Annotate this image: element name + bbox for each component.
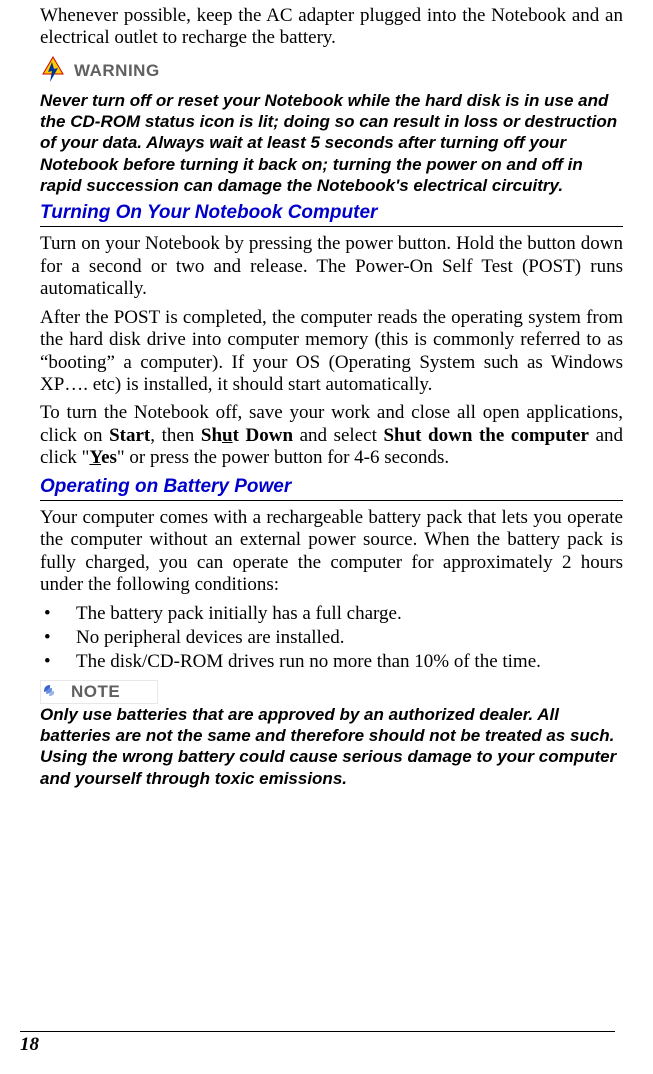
p3-mid2: and select — [293, 425, 383, 446]
warning-callout: WARNING — [40, 56, 623, 86]
note-label: NOTE — [71, 682, 120, 702]
intro-paragraph: Whenever possible, keep the AC adapter p… — [40, 5, 623, 50]
battery-p1: Your computer comes with a rechargeable … — [40, 507, 623, 597]
document-page: Whenever possible, keep the AC adapter p… — [0, 0, 653, 1074]
p3-start: Start — [109, 425, 150, 446]
turning-on-p1: Turn on your Notebook by pressing the po… — [40, 233, 623, 300]
warning-label: WARNING — [74, 61, 160, 81]
p3-yes-y: Y — [89, 447, 101, 468]
p3-mid1: , then — [150, 425, 201, 446]
list-item: The battery pack initially has a full ch… — [40, 603, 623, 625]
note-callout: NOTE — [40, 680, 158, 704]
p3-shut-u: u — [222, 425, 233, 446]
warning-text: Never turn off or reset your Notebook wh… — [40, 90, 623, 196]
p3-shut-s: Sh — [201, 425, 222, 446]
list-item: No peripheral devices are installed. — [40, 627, 623, 649]
p3-sdc: Shut down the computer — [383, 425, 589, 446]
heading-battery-power: Operating on Battery Power — [40, 476, 623, 501]
battery-conditions-list: The battery pack initially has a full ch… — [40, 603, 623, 674]
list-item: The disk/CD-ROM drives run no more than … — [40, 651, 623, 673]
heading-turning-on: Turning On Your Notebook Computer — [40, 202, 623, 227]
p3-yes-es: es — [101, 447, 117, 468]
p3-tail: " or press the power button for 4-6 seco… — [117, 447, 449, 468]
warning-icon — [40, 56, 68, 86]
turning-on-p3: To turn the Notebook off, save your work… — [40, 402, 623, 469]
note-text: Only use batteries that are approved by … — [40, 704, 623, 789]
p3-shut-rest: t Down — [233, 425, 293, 446]
page-number: 18 — [20, 1031, 615, 1056]
turning-on-p2: After the POST is completed, the compute… — [40, 307, 623, 397]
note-icon — [41, 681, 65, 703]
